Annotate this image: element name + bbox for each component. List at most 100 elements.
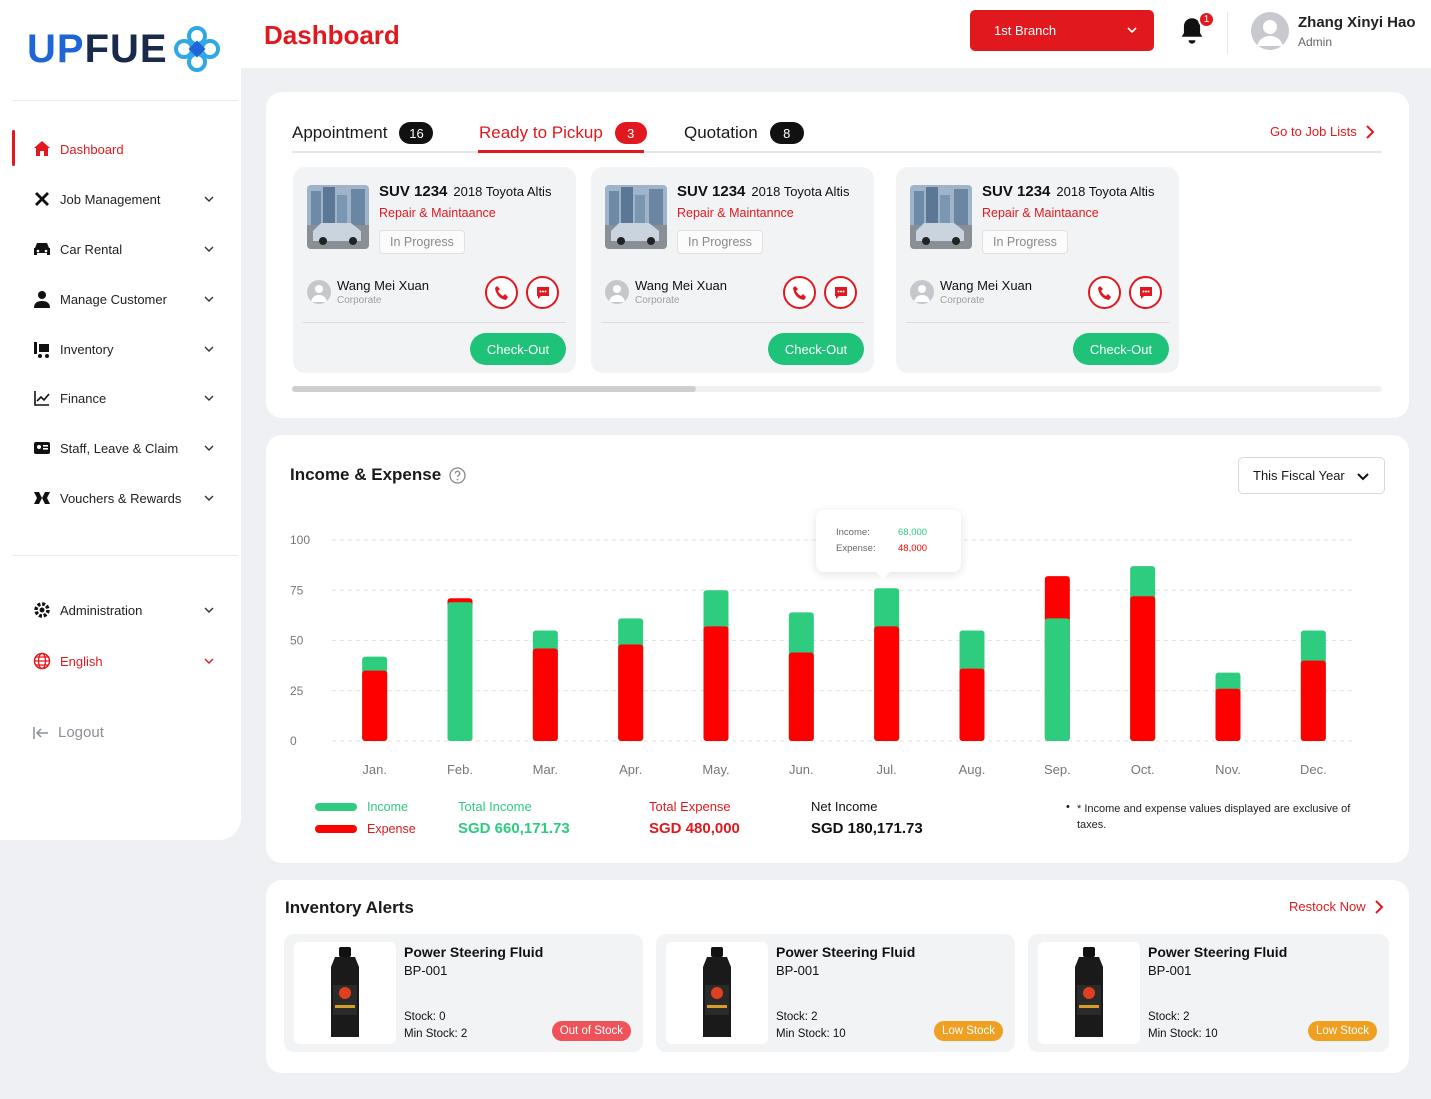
card-divider — [601, 322, 864, 323]
tooltip-expense-value: 48,000 — [898, 543, 928, 554]
pickup-card: SUV 1234 2018 Toyota Altis Repair & Maint… — [293, 167, 576, 373]
horizontal-scrollbar-thumb[interactable] — [292, 386, 696, 392]
income-expense-title: Income & Expense — [290, 465, 466, 485]
legend-swatch-income — [315, 803, 357, 811]
chevron-right-icon — [1366, 124, 1375, 139]
y-tick-label: 75 — [290, 583, 304, 597]
customer-name: Wang Mei Xuan — [337, 278, 430, 293]
status-badge: Out of Stock — [551, 1021, 631, 1041]
tab-quotation[interactable]: Quotation 8 — [684, 122, 804, 144]
x-tick-label: Feb. — [447, 762, 473, 777]
user-avatar-icon — [1257, 20, 1283, 46]
sidebar-item-finance[interactable]: Finance — [12, 378, 230, 418]
section-title-text: Income & Expense — [290, 465, 442, 484]
avatar[interactable] — [1251, 12, 1289, 50]
sidebar-item-vouchers[interactable]: Vouchers & Rewards — [12, 478, 230, 518]
expense-bar — [1300, 660, 1326, 741]
plate-text: SUV 1234 — [982, 183, 1051, 200]
service-type: Repair & Maintannce — [677, 206, 794, 220]
product-image — [666, 942, 768, 1044]
y-tick-label: 25 — [290, 684, 304, 698]
chevron-down-icon — [204, 196, 214, 202]
x-tick-label: Oct. — [1131, 762, 1155, 777]
expense-bar — [532, 648, 558, 741]
sidebar-item-administration[interactable]: Administration — [12, 590, 230, 630]
logout-button[interactable]: Logout — [32, 724, 104, 741]
user-icon — [32, 289, 52, 309]
message-button[interactable] — [824, 276, 857, 309]
period-label: This Fiscal Year — [1253, 468, 1345, 483]
sidebar-item-dashboard[interactable]: Dashboard — [12, 129, 230, 169]
total-expense-label: Total Expense — [649, 799, 731, 814]
expense-bar — [788, 652, 814, 741]
min-stock: Min Stock: 10 — [1148, 1028, 1218, 1040]
bell-icon[interactable] — [1178, 16, 1206, 46]
expense-bar — [362, 670, 388, 741]
tab-count-badge: 16 — [399, 122, 434, 144]
restock-now-link[interactable]: Restock Now — [1289, 899, 1384, 914]
total-income-value: SGD 660,171.73 — [458, 820, 570, 837]
card-divider — [906, 322, 1169, 323]
legend-income: Income — [315, 800, 408, 814]
sidebar-item-manage-customer[interactable]: Manage Customer — [12, 279, 230, 319]
logo-text-up: UP — [27, 26, 85, 71]
tooltip-expense-row: Expense: 48,000 — [836, 543, 927, 554]
sidebar-item-car-rental[interactable]: Car Rental — [12, 229, 230, 269]
sidebar-divider — [12, 100, 238, 101]
call-button[interactable] — [1088, 276, 1121, 309]
customer-type: Corporate — [337, 295, 382, 306]
notification-badge: 1 — [1198, 11, 1215, 28]
check-out-button[interactable]: Check-Out — [1073, 333, 1169, 365]
tooltip-expense-label: Expense: — [836, 543, 876, 554]
tooltip-income-row: Income: 68,000 — [836, 527, 927, 538]
sidebar-item-staff[interactable]: Staff, Leave & Claim — [12, 428, 230, 468]
inventory-item[interactable]: Power Steering Fluid BP-001 Stock: 2 Min… — [656, 934, 1015, 1052]
call-button[interactable] — [485, 276, 518, 309]
pickup-card: SUV 1234 2018 Toyota Altis Repair & Maint… — [591, 167, 874, 373]
check-out-button[interactable]: Check-Out — [470, 333, 566, 365]
check-out-button[interactable]: Check-Out — [768, 333, 864, 365]
chevron-down-icon — [204, 445, 214, 451]
x-tick-label: Sep. — [1044, 762, 1071, 777]
total-expense-value: SGD 480,000 — [649, 820, 740, 837]
sidebar-item-inventory[interactable]: Inventory — [12, 329, 230, 369]
language-select[interactable]: English — [12, 641, 230, 681]
horizontal-scrollbar-track[interactable] — [292, 386, 1382, 392]
min-stock: Min Stock: 2 — [404, 1028, 468, 1040]
chevron-down-icon — [204, 658, 214, 664]
vehicle-plate: SUV 1234 2018 Toyota Altis — [379, 183, 551, 200]
voucher-icon — [32, 488, 52, 508]
net-income-label: Net Income — [811, 799, 878, 814]
message-button[interactable] — [526, 276, 559, 309]
tab-ready-to-pickup[interactable]: Ready to Pickup 3 — [479, 122, 647, 144]
help-icon[interactable] — [449, 466, 466, 484]
inventory-item[interactable]: Power Steering Fluid BP-001 Stock: 0 Min… — [284, 934, 643, 1052]
go-to-job-lists-link[interactable]: Go to Job Lists — [1270, 124, 1375, 139]
x-tick-label: Jun. — [789, 762, 814, 777]
message-button[interactable] — [1129, 276, 1162, 309]
language-label: English — [60, 653, 103, 669]
branch-select[interactable]: 1st Branch — [970, 10, 1154, 51]
tab-label: Appointment — [292, 123, 388, 142]
y-tick-label: 50 — [290, 634, 304, 648]
customer-name: Wang Mei Xuan — [940, 278, 1033, 293]
call-button[interactable] — [783, 276, 816, 309]
note-bullet: • — [1066, 801, 1070, 813]
tab-appointment[interactable]: Appointment 16 — [292, 122, 434, 144]
page-title: Dashboard — [264, 20, 400, 50]
chevron-down-icon — [204, 246, 214, 252]
branch-label: 1st Branch — [994, 23, 1057, 38]
product-code: BP-001 — [776, 963, 820, 978]
sidebar-item-job-management[interactable]: Job Management — [12, 179, 230, 219]
inventory-item[interactable]: Power Steering Fluid BP-001 Stock: 2 Min… — [1028, 934, 1389, 1052]
fluid-bottle-icon — [331, 947, 359, 1037]
service-type: Repair & Maintaance — [379, 206, 496, 220]
expense-bar — [1130, 596, 1156, 741]
x-tick-label: Mar. — [533, 762, 558, 777]
logo-mark-icon — [173, 26, 220, 72]
logout-icon — [33, 726, 48, 739]
chevron-down-icon — [1127, 27, 1137, 34]
tab-label: Ready to Pickup — [479, 123, 603, 142]
period-select[interactable]: This Fiscal Year — [1238, 457, 1385, 494]
x-tick-label: Aug. — [959, 762, 986, 777]
